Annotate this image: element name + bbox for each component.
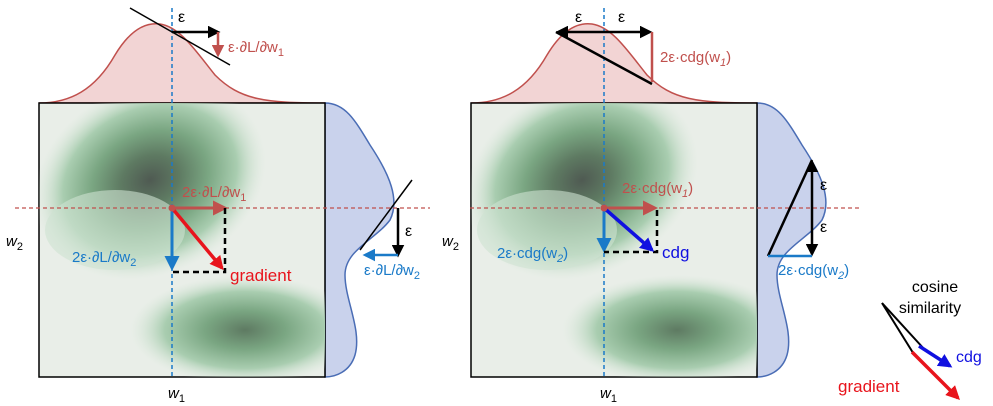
left-center-v: 2ε·∂L/∂w2 <box>72 249 136 269</box>
right-y-axis-label: w2 <box>442 233 459 253</box>
right-right-eps-bottom: ε <box>820 219 827 236</box>
left-top-marginal <box>38 22 326 104</box>
right-top-eps-right: ε <box>618 9 625 26</box>
left-top-slope: ε·∂L/∂w1 <box>228 39 284 59</box>
left-panel: ε ε·∂L/∂w1 ε ε·∂L/∂w2 2ε·∂L/∂w1 2ε·∂L/∂w… <box>6 7 430 405</box>
legend-title-line2: similarity <box>899 300 961 317</box>
left-y-axis-label: w2 <box>6 233 23 253</box>
left-top-eps: ε <box>178 9 185 26</box>
right-right-eps-top: ε <box>820 177 827 194</box>
right-right-marginal <box>756 102 827 378</box>
cosine-similarity-legend: cosine similarity cdg gradient <box>838 279 982 400</box>
gradient-vector-label: gradient <box>230 266 292 285</box>
left-right-eps: ε <box>405 223 412 240</box>
right-center-v: 2ε·cdg(w2) <box>497 245 568 265</box>
legend-cdg-label: cdg <box>956 349 982 366</box>
right-panel: ε ε 2ε·cdg(w1) ε ε 2ε·cdg(w2) 2ε·cdg(w1)… <box>442 8 860 405</box>
right-right-slope: 2ε·cdg(w2) <box>778 262 849 282</box>
legend-gradient-label: gradient <box>838 377 900 396</box>
left-density-contours <box>39 103 325 377</box>
left-center-h: 2ε·∂L/∂w1 <box>182 184 246 204</box>
right-x-axis-label: w1 <box>600 385 617 405</box>
right-density-contours <box>471 103 757 377</box>
cdg-vector-label: cdg <box>662 243 689 262</box>
right-top-eps-left: ε <box>575 9 582 26</box>
legend-title-line1: cosine <box>912 279 958 296</box>
right-top-slope: 2ε·cdg(w1) <box>660 49 731 69</box>
left-right-slope: ε·∂L/∂w2 <box>364 262 420 282</box>
left-right-marginal <box>324 102 395 378</box>
left-x-axis-label: w1 <box>168 385 185 405</box>
right-center-h: 2ε·cdg(w1) <box>622 180 693 200</box>
